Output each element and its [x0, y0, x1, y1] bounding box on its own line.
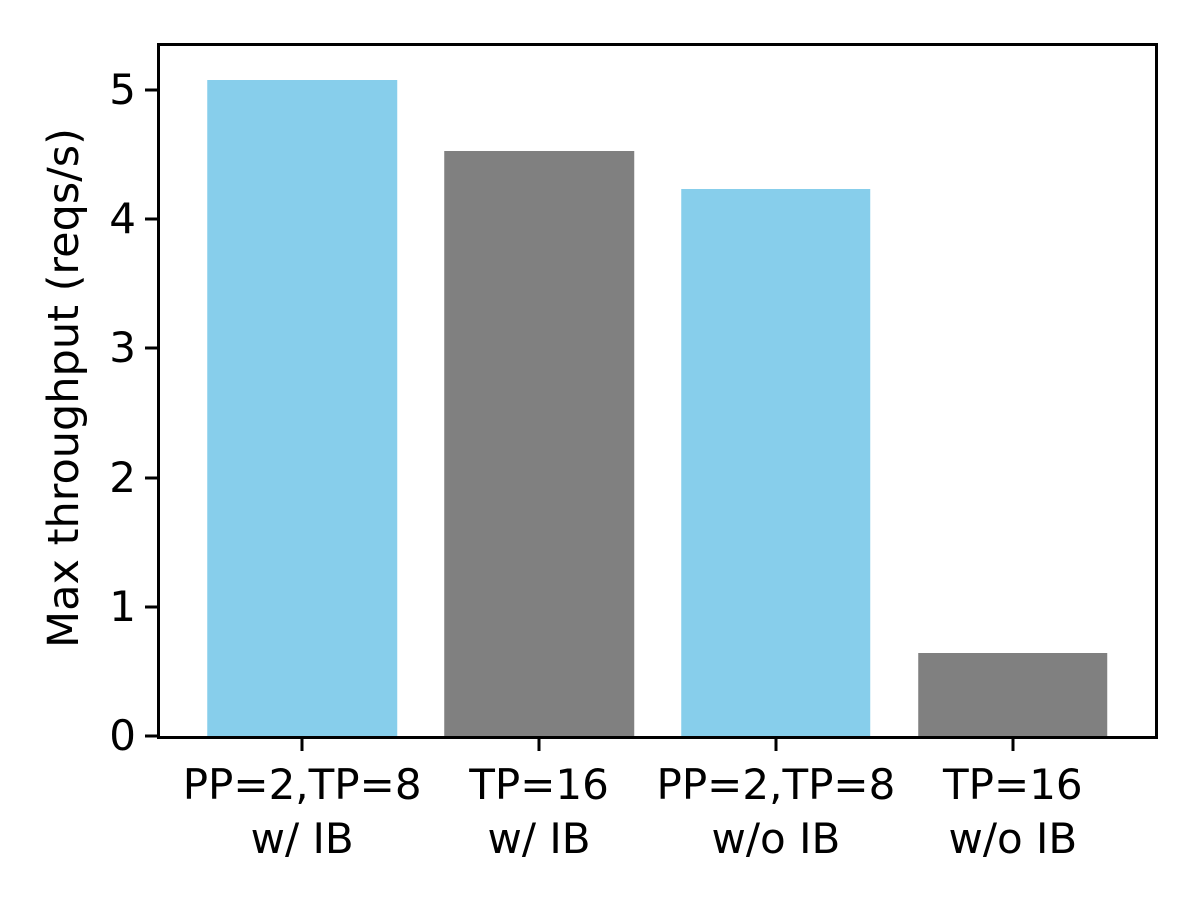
x-tick-label: PP=2,TP=8 w/o IB	[656, 760, 896, 863]
x-tick-mark	[300, 739, 304, 751]
x-tick-label: TP=16 w/ IB	[469, 760, 609, 863]
y-axis-label: Max throughput (reqs/s)	[39, 128, 89, 648]
y-tick-label: 1	[109, 581, 136, 631]
y-tick-label: 0	[109, 711, 136, 760]
y-tick-mark	[145, 346, 157, 350]
y-tick-label: 5	[109, 64, 136, 114]
y-tick-mark	[145, 88, 157, 92]
x-tick-label: PP=2,TP=8 w/ IB	[182, 760, 422, 863]
y-tick-label: 3	[109, 323, 136, 373]
x-tick-mark	[774, 739, 778, 751]
x-tick-label: TP=16 w/o IB	[943, 760, 1083, 863]
bar-3	[918, 653, 1108, 736]
x-tick-mark	[1011, 739, 1015, 751]
y-tick-mark	[145, 476, 157, 480]
y-tick-label: 4	[109, 194, 136, 244]
bar-0	[207, 79, 397, 736]
y-tick-label: 2	[109, 452, 136, 502]
y-tick-mark	[145, 217, 157, 221]
plot-area: 0 1 2 3 4 5 PP=2,TP=8 w/ IB TP=16 w/ IB PP=2,TP=…	[109, 43, 1158, 863]
y-tick-mark	[145, 734, 157, 738]
bar-2	[681, 189, 871, 736]
bar-1	[444, 150, 634, 736]
x-tick-mark	[537, 739, 541, 751]
y-tick-mark	[145, 605, 157, 609]
